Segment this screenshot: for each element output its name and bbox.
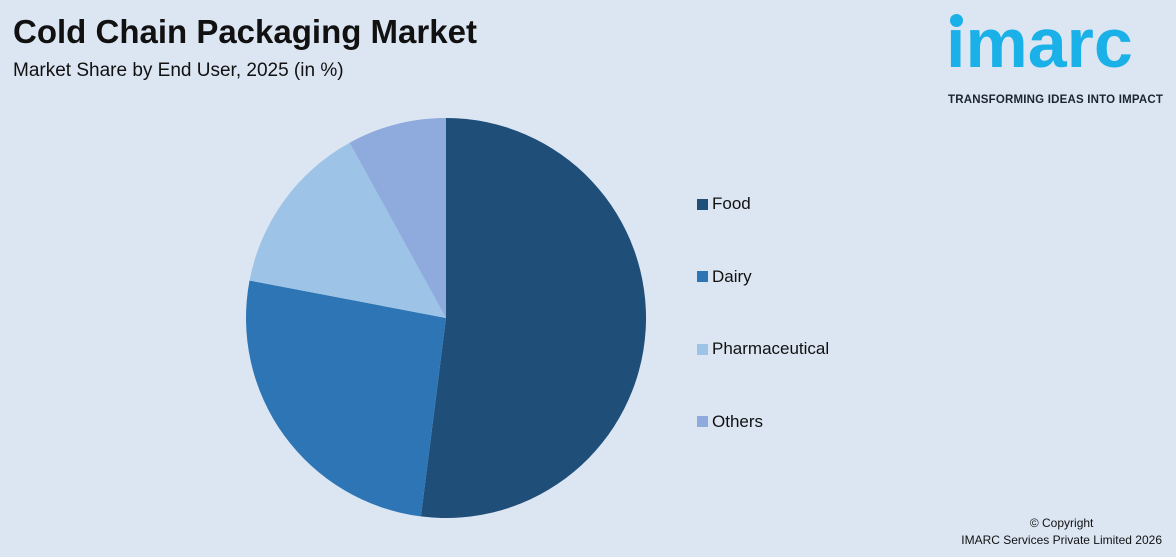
legend-item-food: Food <box>697 190 751 218</box>
copyright-line-1: © Copyright <box>1029 516 1094 530</box>
legend-swatch <box>697 416 708 427</box>
legend-label: Dairy <box>712 266 752 286</box>
logo-text: imarc <box>946 4 1133 82</box>
legend-swatch <box>697 198 708 210</box>
logo-tagline: TRANSFORMING IDEAS INTO IMPACT <box>948 94 1164 106</box>
chart-title: Cold Chain Packaging Market <box>13 13 477 50</box>
pie-slice-others <box>349 118 446 318</box>
legend-label: Others <box>712 411 764 431</box>
copyright-line-2: IMARC Services Private Limited 2026 <box>961 533 1162 547</box>
legend-label: Pharmaceutical <box>712 339 830 358</box>
chart-subtitle: Market Share by End User, 2025 (in %) <box>13 60 344 81</box>
pie-slice-dairy <box>245 280 446 517</box>
legend-item-pharmaceutical: Pharmaceutical <box>697 335 829 363</box>
legend-item-others: Others <box>697 408 763 436</box>
legend-swatch <box>697 343 708 355</box>
pie-slice-food <box>420 118 647 518</box>
imarc-logo: imarc TRANSFORMING IDEAS INTO IMPACT <box>946 8 1170 112</box>
legend-item-dairy: Dairy <box>697 263 752 291</box>
logo-dot <box>950 14 963 27</box>
legend-label: Food <box>712 194 751 213</box>
pie-slice-pharmaceutical <box>249 142 446 318</box>
copyright: © Copyright IMARC Services Private Limit… <box>961 515 1162 549</box>
legend-swatch <box>697 271 708 282</box>
